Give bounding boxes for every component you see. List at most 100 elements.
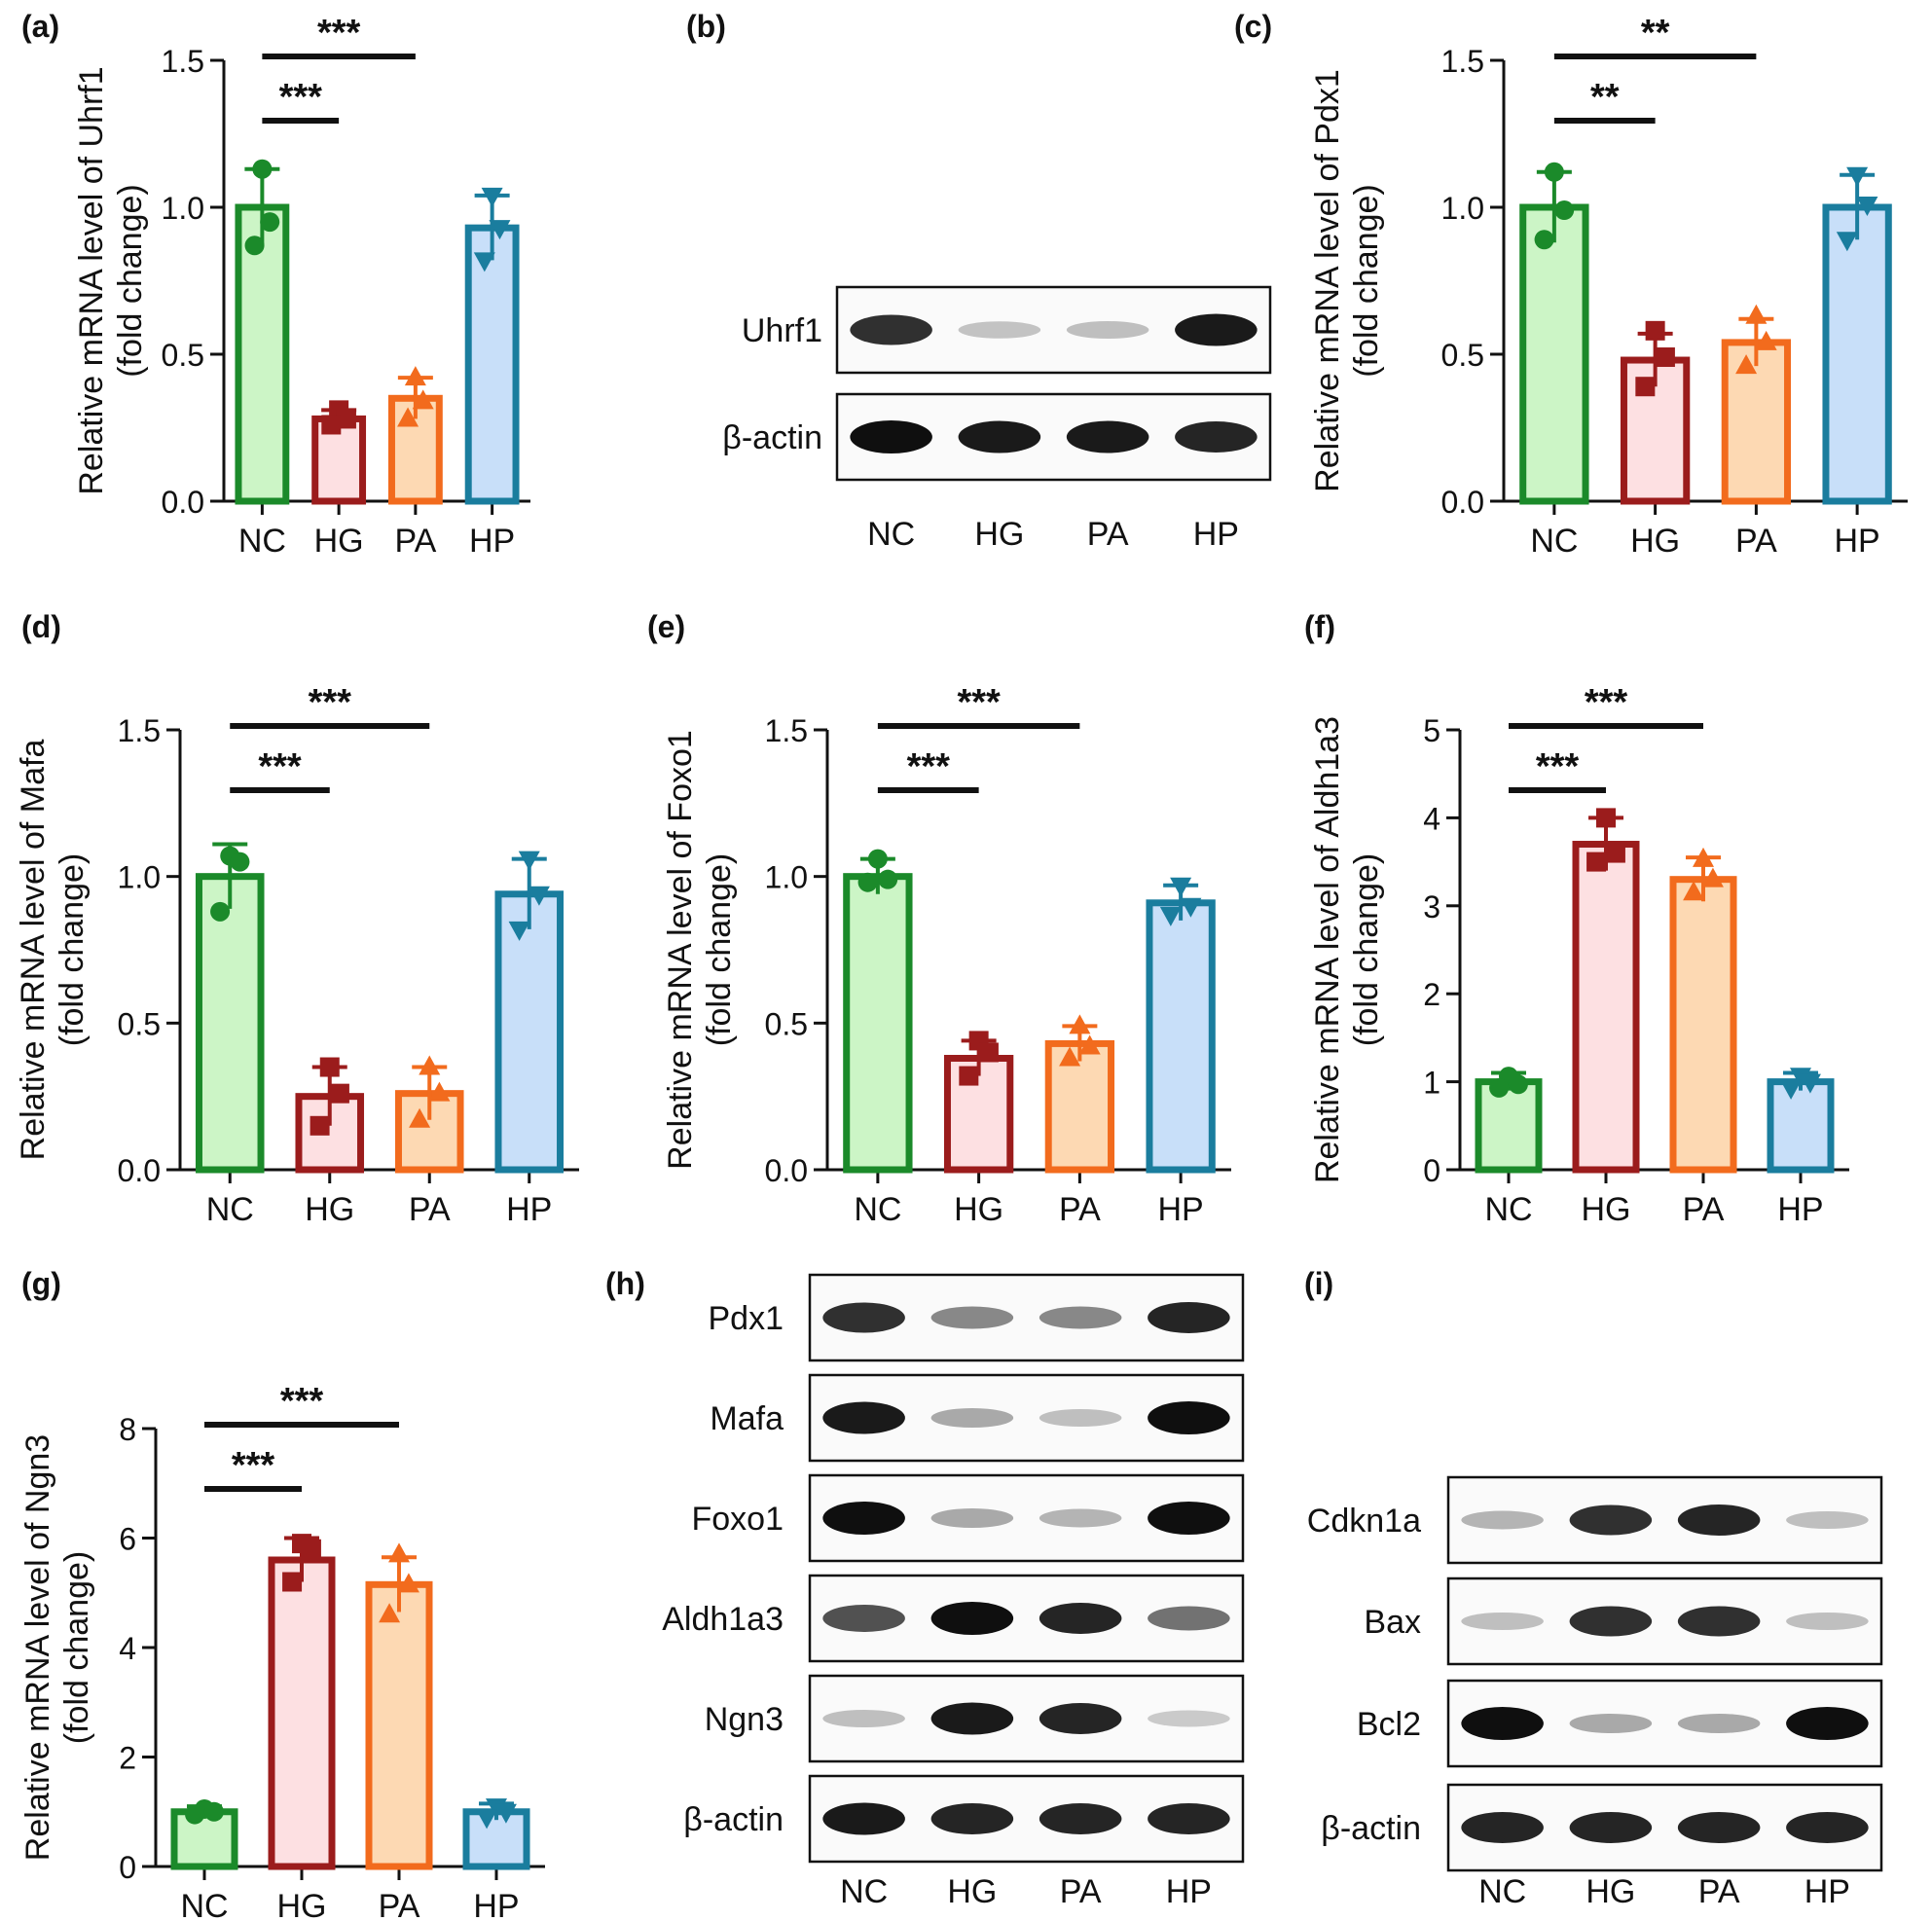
data-point	[310, 1115, 330, 1136]
y-axis-label-unit: (fold change)	[1348, 853, 1385, 1046]
bar-nc	[235, 203, 290, 505]
blot-band	[1786, 1812, 1869, 1843]
bar-pa	[1044, 1039, 1115, 1174]
data-point	[412, 389, 434, 410]
data-point	[1180, 897, 1202, 918]
significance-label: ***	[309, 682, 352, 723]
y-tick-label: 4	[119, 1631, 136, 1666]
data-point	[388, 1542, 410, 1563]
y-tick-label: 0.0	[118, 1153, 161, 1188]
x-tick-label: PA	[409, 1191, 451, 1228]
blot-band	[1039, 1508, 1122, 1528]
lane-label: NC	[1478, 1873, 1526, 1910]
blot-band	[930, 1702, 1014, 1735]
x-tick-label: HP	[506, 1191, 552, 1228]
data-point	[203, 1801, 224, 1822]
data-point	[959, 1066, 979, 1086]
data-point	[486, 1798, 507, 1819]
x-tick-label: NC	[1484, 1191, 1532, 1228]
blot-band	[1569, 1606, 1653, 1637]
x-tick-label: PA	[1683, 1191, 1725, 1228]
x-tick-label: HG	[277, 1888, 327, 1921]
data-point	[329, 1083, 349, 1104]
significance-label: ***	[258, 746, 302, 787]
lane-label: HP	[1804, 1873, 1850, 1910]
y-tick-label: 1.0	[765, 860, 808, 895]
data-point	[404, 366, 426, 386]
blot-band	[1148, 1606, 1230, 1631]
data-point	[1735, 354, 1758, 375]
data-point	[1170, 877, 1192, 897]
data-point	[321, 415, 342, 435]
blot-band	[1039, 1803, 1122, 1834]
y-axis-label: Relative mRNA level of Ngn3	[19, 1434, 56, 1861]
blot-band	[1066, 420, 1149, 453]
blot-band	[930, 1602, 1014, 1635]
blot-band	[1786, 1707, 1869, 1740]
y-axis-label: Relative mRNA level of Pdx1	[1309, 69, 1346, 492]
significance-label: ***	[232, 1445, 275, 1486]
significance-label: ***	[957, 682, 1001, 723]
lane-label: HG	[947, 1873, 997, 1910]
data-point	[978, 1042, 999, 1063]
blot-band	[1461, 1510, 1544, 1530]
data-point	[1701, 867, 1724, 888]
y-axis-label: Relative mRNA level of Aldh1a3	[1309, 716, 1346, 1183]
significance-label: ***	[317, 13, 361, 54]
panel-label: (c)	[1234, 9, 1272, 44]
data-point	[518, 851, 540, 871]
chart-panel: (d) Relative mRNA level of Mafa (fold chan…	[15, 609, 579, 1228]
blot-row-label: Cdkn1a	[1307, 1503, 1421, 1540]
y-axis-label: Relative mRNA level of Foxo1	[662, 730, 699, 1170]
data-point	[409, 1107, 431, 1128]
data-point	[1508, 1074, 1528, 1095]
y-tick-label: 1.0	[1441, 191, 1484, 226]
lane-label: HP	[1166, 1873, 1212, 1910]
data-point	[1069, 1014, 1091, 1034]
x-tick-label: HP	[469, 523, 515, 560]
bar-nc	[843, 873, 913, 1174]
y-tick-label: 0.0	[1441, 485, 1484, 520]
x-tick-label: HG	[305, 1191, 354, 1228]
western-blot-panel: (b) Uhrf1 β-actin NC HG PA HP	[686, 9, 1272, 553]
bar-nc	[170, 1808, 238, 1870]
lane-label: NC	[867, 516, 915, 553]
data-point	[867, 849, 888, 869]
y-tick-label: 6	[119, 1522, 136, 1557]
data-point	[473, 252, 495, 272]
y-tick-label: 1.5	[162, 44, 204, 79]
y-tick-label: 1.5	[118, 713, 161, 748]
data-point	[494, 1803, 517, 1824]
significance-label: ***	[279, 77, 323, 118]
chart-panel: (e) Relative mRNA level of Foxo1 (fold cha…	[647, 609, 1231, 1228]
y-tick-label: 0	[1423, 1153, 1440, 1188]
y-tick-label: 1.0	[118, 860, 161, 895]
x-tick-label: HG	[1630, 523, 1680, 560]
x-tick-label: PA	[1735, 523, 1777, 560]
chart-panel: (f) Relative mRNA level of Aldh1a3 (fold c…	[1304, 609, 1849, 1228]
blot-band	[1677, 1504, 1761, 1536]
x-tick-label: HG	[314, 523, 364, 560]
blot-band	[822, 1605, 905, 1632]
blot-band	[822, 1802, 905, 1835]
blot-row-label: Mafa	[710, 1400, 784, 1437]
significance-label: ***	[907, 746, 951, 787]
blot-row-label: β-actin	[683, 1801, 784, 1838]
data-point	[1078, 1034, 1101, 1055]
data-point	[244, 236, 265, 256]
x-tick-label: HP	[473, 1888, 519, 1921]
western-blot-panel: (h) Pdx1 Mafa Foxo1 Aldh1a3 Ngn3 β-actin NC HG PA…	[605, 1266, 1245, 1910]
y-axis-label-unit: (fold change)	[54, 853, 91, 1046]
bar-pa	[1721, 339, 1792, 505]
data-point	[1586, 852, 1607, 872]
bar-hg	[1572, 841, 1640, 1174]
data-point	[252, 159, 273, 179]
bar-nc	[1519, 203, 1589, 505]
y-axis-label-unit: (fold change)	[701, 853, 738, 1046]
y-tick-label: 0	[119, 1850, 136, 1885]
y-tick-label: 1.5	[1441, 44, 1484, 79]
blot-row-label: β-actin	[1321, 1810, 1421, 1847]
bar-hp	[1822, 203, 1892, 505]
blot-band	[822, 1401, 905, 1434]
blot-band	[930, 1508, 1014, 1528]
